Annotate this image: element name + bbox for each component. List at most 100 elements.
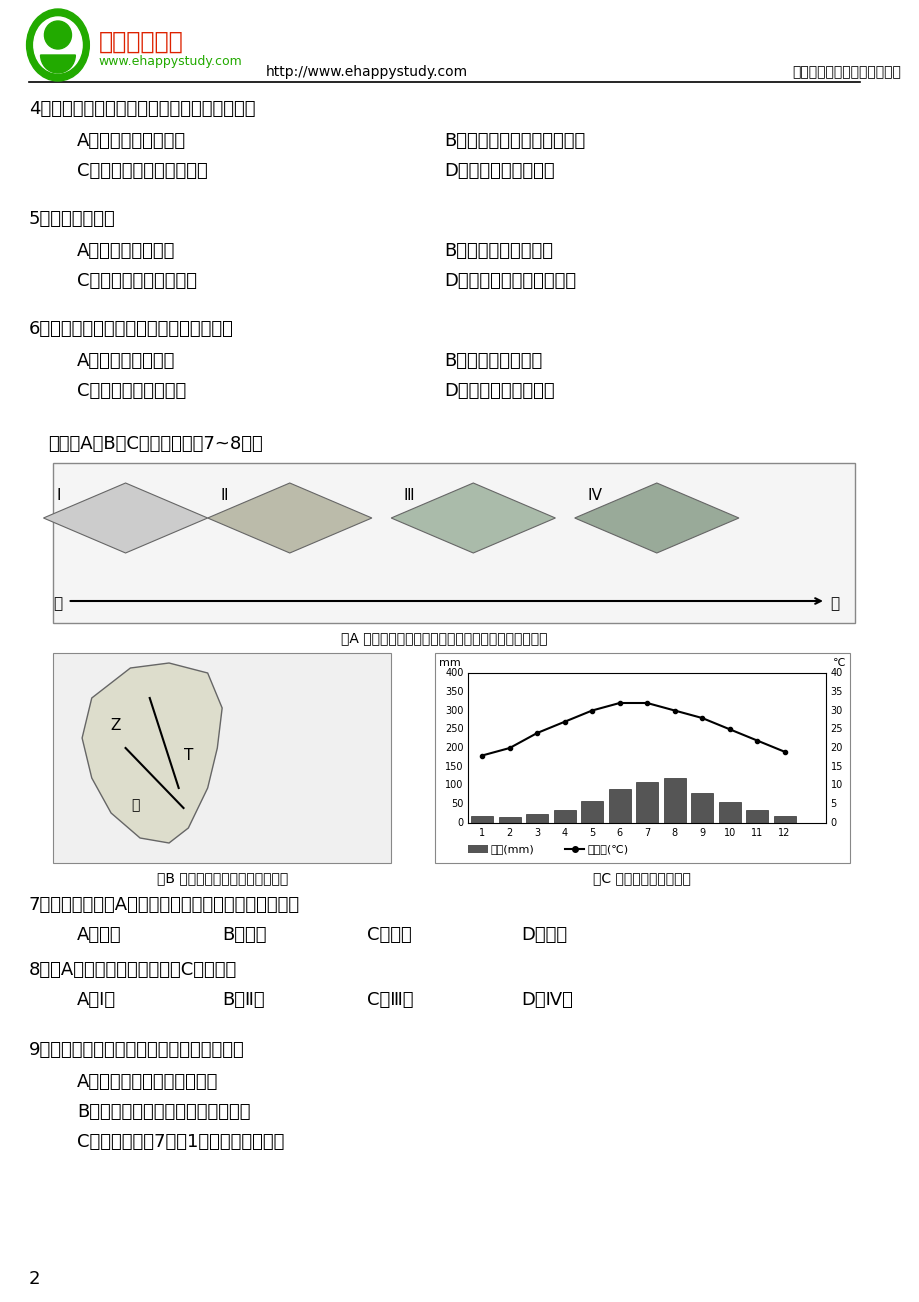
Text: 北: 北 [53,596,62,612]
Text: 20: 20 [830,743,842,753]
Text: D．围海造田难度降低: D．围海造田难度降低 [444,161,554,180]
Bar [663,779,685,823]
Text: B．Ⅱ地: B．Ⅱ地 [221,991,265,1009]
Text: Ⅰ: Ⅰ [56,488,61,503]
Text: A．甲线: A．甲线 [77,926,121,944]
Text: Ⅳ: Ⅳ [586,488,601,503]
Text: 10: 10 [722,828,735,838]
Text: Ⅱ: Ⅱ [220,488,228,503]
Text: A．飓风影响范围扩大: A．飓风影响范围扩大 [77,132,187,150]
Text: 1: 1 [479,828,484,838]
Text: D．Ⅳ地: D．Ⅳ地 [521,991,573,1009]
Text: 南: 南 [830,596,839,612]
Polygon shape [208,483,371,553]
Text: 读下面A、B、C三幅图，回答7~8题：: 读下面A、B、C三幅图，回答7~8题： [48,435,263,453]
Text: 300: 300 [445,706,463,716]
Text: 图A 非洲自然资源考察活动路线的自然景观变化示意图: 图A 非洲自然资源考察活动路线的自然景观变化示意图 [341,631,547,644]
Bar [526,814,548,823]
Text: 9．南极洲和北冰洋自然地理环境的相同点是: 9．南极洲和北冰洋自然地理环境的相同点是 [28,1042,244,1059]
Bar [690,793,712,823]
Text: 400: 400 [445,668,463,678]
Text: 7．能够观察到图A所示自然景观变化现象的考察线路是: 7．能够观察到图A所示自然景观变化现象的考察线路是 [28,896,300,914]
Text: 9: 9 [698,828,705,838]
Text: 图B 非洲自然景观考察的绕路方案: 图B 非洲自然景观考察的绕路方案 [156,871,288,885]
Text: 8．图A四地中，气候特征与图C相符的是: 8．图A四地中，气候特征与图C相符的是 [28,961,237,979]
Text: 月均温(℃): 月均温(℃) [586,844,628,854]
Text: B．有较长的结冰期: B．有较长的结冰期 [444,352,542,370]
Text: C．有比较大的含沙量: C．有比较大的含沙量 [77,381,187,400]
Text: D．有河口三角洲平原: D．有河口三角洲平原 [444,381,554,400]
Text: 2: 2 [506,828,512,838]
Text: 12: 12 [777,828,790,838]
Text: 雨量(mm): 雨量(mm) [490,844,534,854]
Bar [53,654,391,863]
Text: Ⅲ: Ⅲ [403,488,414,503]
Text: 4．甲图所示地区海岸线非常曲折，将会使当地: 4．甲图所示地区海岸线非常曲折，将会使当地 [28,100,255,118]
Text: C．丙线: C．丙线 [367,926,412,944]
Text: 200: 200 [445,743,463,753]
Text: www.ehappystudy.com: www.ehappystudy.com [98,55,242,68]
Bar [498,818,520,823]
Text: B．极圈内均有极昼和极夜现象出现: B．极圈内均有极昼和极夜现象出现 [77,1103,251,1121]
Text: C．分别是世界7月、1月世界最冷的地方: C．分别是世界7月、1月世界最冷的地方 [77,1133,284,1151]
Text: 6．甲、乙两图所示地区河流的共同特征是: 6．甲、乙两图所示地区河流的共同特征是 [28,320,233,339]
Text: 7: 7 [643,828,650,838]
Text: B．乙线: B．乙线 [221,926,267,944]
Wedge shape [40,55,75,73]
Bar [635,781,657,823]
Text: mm: mm [439,658,460,668]
Text: 250: 250 [445,724,463,734]
Text: 30: 30 [830,706,842,716]
Text: B．山脉南北纵向排列: B．山脉南北纵向排列 [444,242,552,260]
Text: 图C 非洲某地气候直方图: 图C 非洲某地气候直方图 [593,871,690,885]
Text: ℃: ℃ [832,658,845,668]
Text: A．世界上最小的大洲和大洋: A．世界上最小的大洲和大洋 [77,1073,219,1091]
Text: 0: 0 [830,818,836,828]
Text: http://www.ehappystudy.com: http://www.ehappystudy.com [266,65,468,79]
Text: 10: 10 [830,780,842,790]
Ellipse shape [27,9,89,81]
Text: 5．乙图所示地区: 5．乙图所示地区 [28,210,116,228]
Text: 150: 150 [445,762,463,772]
Text: 350: 350 [445,686,463,697]
Text: 40: 40 [830,668,842,678]
Bar [608,789,630,823]
Text: D．降水的季节变化不明显: D．降水的季节变化不明显 [444,272,576,290]
Text: B．温带海洋性气候范围扩大: B．温带海洋性气候范围扩大 [444,132,584,150]
Text: D．丁线: D．丁线 [521,926,567,944]
Polygon shape [82,663,221,842]
Text: 3: 3 [534,828,539,838]
Text: 25: 25 [830,724,842,734]
Text: 35: 35 [830,686,842,697]
Text: 5: 5 [588,828,595,838]
Bar [553,810,575,823]
Text: 6: 6 [616,828,622,838]
Ellipse shape [34,17,82,73]
Text: 0: 0 [457,818,463,828]
Bar [581,801,603,823]
Text: 15: 15 [830,762,842,772]
Text: 50: 50 [450,799,463,810]
Bar [773,815,795,823]
Ellipse shape [44,21,72,49]
Text: 2: 2 [28,1269,40,1288]
Text: 4: 4 [561,828,567,838]
Text: 11: 11 [750,828,763,838]
Text: Z: Z [110,717,121,733]
Text: A．沿岸有季风洋流: A．沿岸有季风洋流 [77,242,176,260]
Bar [468,845,487,853]
Polygon shape [43,483,208,553]
Text: 8: 8 [671,828,677,838]
Text: A．有多种补给水源: A．有多种补给水源 [77,352,176,370]
Text: T: T [184,749,193,763]
Text: 丙: 丙 [130,798,140,812]
Text: 快乐学习，尽在苏州中学网校: 快乐学习，尽在苏州中学网校 [791,65,900,79]
Text: 5: 5 [830,799,836,810]
Text: C．Ⅲ地: C．Ⅲ地 [367,991,414,1009]
Polygon shape [574,483,738,553]
Text: C．洋流对沿岸的影响减弱: C．洋流对沿岸的影响减弱 [77,161,208,180]
Bar [53,464,854,622]
Bar [718,802,740,823]
Text: 100: 100 [445,780,463,790]
Bar [471,815,493,823]
